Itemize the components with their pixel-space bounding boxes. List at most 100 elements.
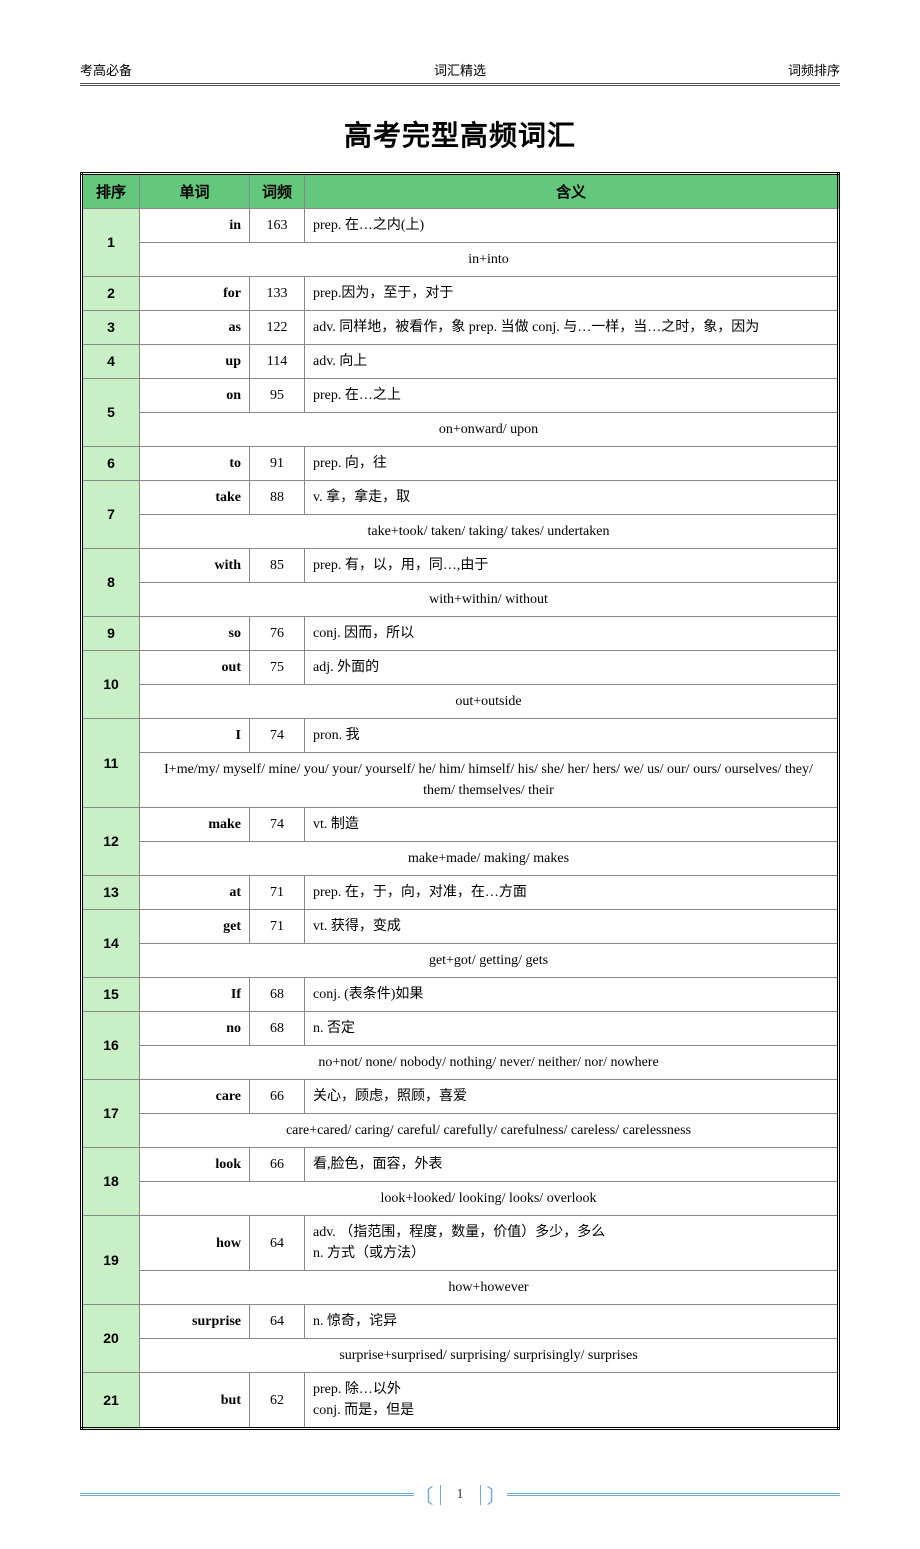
cell-rank: 19	[82, 1216, 140, 1305]
cell-word: but	[140, 1373, 250, 1429]
cell-variants: out+outside	[140, 685, 839, 719]
header-right: 词频排序	[788, 60, 840, 79]
table-row: 20surprise64n. 惊奇，诧异	[82, 1305, 839, 1339]
table-row: 14get71vt. 获得，变成	[82, 910, 839, 944]
cell-word: at	[140, 876, 250, 910]
table-row: 5on95prep. 在…之上	[82, 379, 839, 413]
header-center: 词汇精选	[434, 60, 486, 79]
cell-meaning: prep. 在…之上	[305, 379, 839, 413]
table-row: 19how64adv. （指范围，程度，数量，价值）多少，多么 n. 方式（或方…	[82, 1216, 839, 1271]
cell-meaning: prep. 有，以，用，同…,由于	[305, 549, 839, 583]
cell-meaning: v. 拿，拿走，取	[305, 481, 839, 515]
cell-variants: make+made/ making/ makes	[140, 842, 839, 876]
table-row: 6to91prep. 向，往	[82, 447, 839, 481]
cell-freq: 71	[250, 910, 305, 944]
table-row: 11I74pron. 我	[82, 719, 839, 753]
page-number: 1	[440, 1485, 481, 1505]
table-subrow: surprise+surprised/ surprising/ surprisi…	[82, 1339, 839, 1373]
cell-freq: 95	[250, 379, 305, 413]
cell-freq: 114	[250, 345, 305, 379]
footer-bracket-left: 〔	[414, 1480, 434, 1509]
cell-rank: 18	[82, 1148, 140, 1216]
footer-line-left	[80, 1493, 414, 1496]
cell-word: with	[140, 549, 250, 583]
col-word: 单词	[140, 174, 250, 209]
cell-word: look	[140, 1148, 250, 1182]
cell-freq: 76	[250, 617, 305, 651]
cell-rank: 8	[82, 549, 140, 617]
cell-meaning: prep. 除…以外 conj. 而是，但是	[305, 1373, 839, 1429]
cell-variants: take+took/ taken/ taking/ takes/ underta…	[140, 515, 839, 549]
table-subrow: how+however	[82, 1271, 839, 1305]
cell-word: up	[140, 345, 250, 379]
cell-rank: 5	[82, 379, 140, 447]
cell-rank: 10	[82, 651, 140, 719]
cell-freq: 85	[250, 549, 305, 583]
table-row: 17care66 关心，顾虑，照顾，喜爱	[82, 1080, 839, 1114]
cell-rank: 15	[82, 978, 140, 1012]
cell-freq: 68	[250, 1012, 305, 1046]
header-divider	[80, 83, 840, 86]
table-row: 12make74vt. 制造	[82, 808, 839, 842]
cell-word: for	[140, 277, 250, 311]
table-row: 2for133prep.因为，至于，对于	[82, 277, 839, 311]
table-subrow: in+into	[82, 243, 839, 277]
cell-rank: 17	[82, 1080, 140, 1148]
vocab-table: 排序 单词 词频 含义 1in163prep. 在…之内(上)in+into2f…	[80, 172, 840, 1430]
cell-variants: look+looked/ looking/ looks/ overlook	[140, 1182, 839, 1216]
cell-word: get	[140, 910, 250, 944]
table-subrow: I+me/my/ myself/ mine/ you/ your/ yourse…	[82, 753, 839, 808]
cell-rank: 4	[82, 345, 140, 379]
page-footer: 〔 1 〕	[80, 1480, 840, 1509]
table-row: 8with85prep. 有，以，用，同…,由于	[82, 549, 839, 583]
table-row: 13at71prep. 在，于，向，对准，在…方面	[82, 876, 839, 910]
cell-variants: I+me/my/ myself/ mine/ you/ your/ yourse…	[140, 753, 839, 808]
cell-meaning: adj. 外面的	[305, 651, 839, 685]
col-freq: 词频	[250, 174, 305, 209]
table-subrow: make+made/ making/ makes	[82, 842, 839, 876]
cell-rank: 21	[82, 1373, 140, 1429]
cell-rank: 13	[82, 876, 140, 910]
cell-meaning: conj. (表条件)如果	[305, 978, 839, 1012]
header-left: 考高必备	[80, 60, 132, 79]
cell-word: as	[140, 311, 250, 345]
cell-meaning: adv. （指范围，程度，数量，价值）多少，多么 n. 方式（或方法）	[305, 1216, 839, 1271]
cell-meaning: prep. 在，于，向，对准，在…方面	[305, 876, 839, 910]
table-subrow: no+not/ none/ nobody/ nothing/ never/ ne…	[82, 1046, 839, 1080]
cell-rank: 20	[82, 1305, 140, 1373]
table-header-row: 排序 单词 词频 含义	[82, 174, 839, 209]
table-row: 21but62prep. 除…以外 conj. 而是，但是	[82, 1373, 839, 1429]
cell-freq: 62	[250, 1373, 305, 1429]
cell-variants: on+onward/ upon	[140, 413, 839, 447]
cell-rank: 9	[82, 617, 140, 651]
cell-word: surprise	[140, 1305, 250, 1339]
cell-meaning: 关心，顾虑，照顾，喜爱	[305, 1080, 839, 1114]
cell-freq: 64	[250, 1216, 305, 1271]
cell-word: how	[140, 1216, 250, 1271]
table-subrow: get+got/ getting/ gets	[82, 944, 839, 978]
cell-meaning: prep. 在…之内(上)	[305, 209, 839, 243]
cell-freq: 88	[250, 481, 305, 515]
cell-rank: 14	[82, 910, 140, 978]
cell-variants: surprise+surprised/ surprising/ surprisi…	[140, 1339, 839, 1373]
cell-word: out	[140, 651, 250, 685]
cell-variants: with+within/ without	[140, 583, 839, 617]
cell-freq: 71	[250, 876, 305, 910]
table-row: 9so76conj. 因而，所以	[82, 617, 839, 651]
cell-meaning: n. 否定	[305, 1012, 839, 1046]
footer-bracket-right: 〕	[487, 1480, 507, 1509]
table-row: 18look66 看,脸色，面容，外表	[82, 1148, 839, 1182]
table-subrow: look+looked/ looking/ looks/ overlook	[82, 1182, 839, 1216]
cell-freq: 64	[250, 1305, 305, 1339]
cell-freq: 66	[250, 1080, 305, 1114]
cell-freq: 75	[250, 651, 305, 685]
cell-freq: 74	[250, 719, 305, 753]
cell-word: so	[140, 617, 250, 651]
cell-meaning: adv. 向上	[305, 345, 839, 379]
cell-meaning: prep. 向，往	[305, 447, 839, 481]
cell-word: If	[140, 978, 250, 1012]
cell-word: no	[140, 1012, 250, 1046]
table-subrow: take+took/ taken/ taking/ takes/ underta…	[82, 515, 839, 549]
col-rank: 排序	[82, 174, 140, 209]
cell-rank: 2	[82, 277, 140, 311]
